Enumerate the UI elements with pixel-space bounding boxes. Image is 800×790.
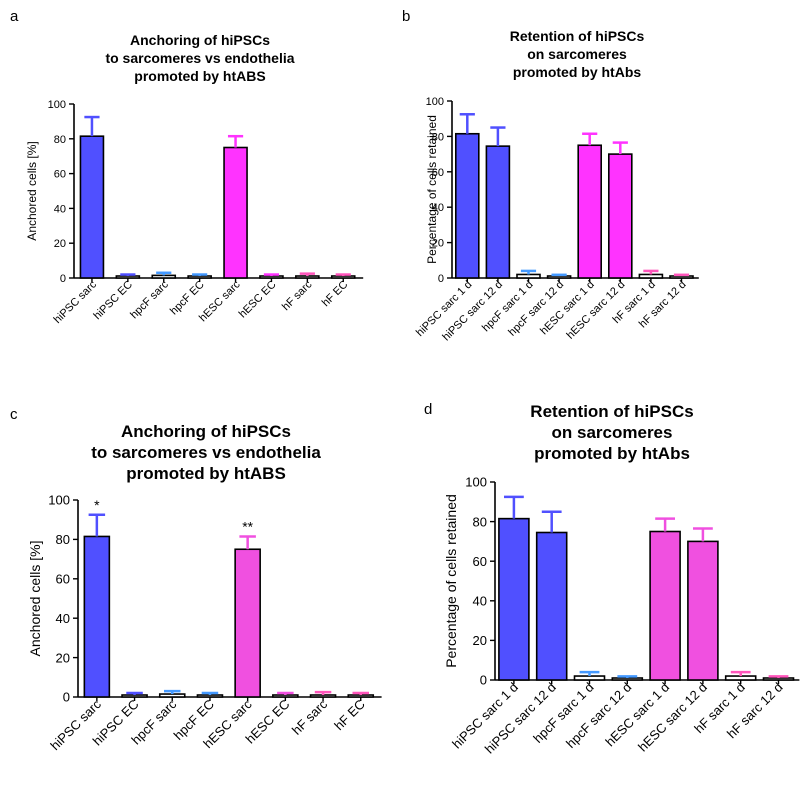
chart-panel-c: Anchoring of hiPSCs to sarcomeres vs endo… — [27, 422, 382, 753]
panel-letter-b: b — [402, 8, 410, 25]
x-tick-label: hF sarc — [280, 278, 315, 313]
bar — [577, 144, 603, 279]
y-tick-label: 60 — [473, 554, 487, 569]
panel-letter-d: d — [424, 401, 432, 418]
y-tick-label: 0 — [438, 273, 444, 285]
chart-title: promoted by htAbs — [534, 444, 690, 463]
y-tick-label: 80 — [473, 514, 487, 529]
y-axis-label: Anchored cells [%] — [25, 141, 39, 240]
x-tick-label: hF EC — [331, 697, 368, 734]
y-tick-label: 40 — [432, 202, 444, 214]
chart-title: Retention of hiPSCs — [530, 402, 693, 421]
x-tick-label: hpcF sarc — [128, 278, 171, 321]
y-tick-label: 0 — [60, 273, 66, 285]
chart-title: on sarcomeres — [527, 46, 627, 62]
chart-title: Anchoring of hiPSCs — [130, 32, 270, 48]
y-axis-label: Anchored cells [%] — [27, 541, 43, 657]
y-tick-label: 20 — [54, 238, 66, 250]
bar — [762, 677, 795, 681]
y-tick-label: 60 — [54, 169, 66, 181]
y-tick-label: 60 — [432, 167, 444, 179]
significance-label: ** — [242, 518, 253, 534]
bar — [607, 153, 633, 279]
chart-panel-d: Retention of hiPSCs on sarcomeres promoted… — [443, 402, 800, 757]
y-tick-label: 100 — [48, 99, 66, 111]
y-tick-label: 80 — [56, 532, 70, 547]
bar — [83, 535, 111, 698]
chart-title: to sarcomeres vs endothelia — [105, 50, 294, 66]
bar — [669, 275, 694, 279]
y-tick-label: 40 — [54, 203, 66, 215]
bar — [546, 275, 572, 279]
y-tick-label: 40 — [56, 611, 70, 626]
chart-title: to sarcomeres vs endothelia — [91, 443, 321, 462]
x-tick-label: hiPSC EC — [91, 279, 135, 323]
bar — [234, 548, 261, 698]
bar — [121, 694, 148, 698]
x-tick-label: hF EC — [320, 279, 351, 310]
y-tick-label: 20 — [56, 650, 70, 665]
bar — [498, 517, 530, 681]
bar — [485, 145, 511, 279]
bar — [611, 677, 644, 681]
x-tick-label: hESC sarc 1 d — [538, 279, 597, 338]
chart-title: Anchoring of hiPSCs — [121, 422, 291, 441]
bar — [295, 275, 320, 279]
bar — [649, 530, 681, 681]
y-tick-label: 100 — [426, 96, 444, 108]
y-axis-label: Percentage of cells retained — [425, 115, 439, 264]
x-tick-label: hpcF sarc 12 d — [563, 680, 634, 751]
y-axis-label: Percentage of cells retained — [443, 494, 459, 668]
y-tick-label: 60 — [56, 571, 70, 586]
chart-panel-b: Retention of hiPSCs on sarcomeres promoted… — [414, 28, 699, 343]
y-tick-label: 20 — [473, 633, 487, 648]
y-tick-label: 0 — [480, 673, 487, 688]
chart-panel-a: Anchoring of hiPSCs to sarcomeres vs endo… — [25, 32, 364, 326]
bar — [187, 275, 212, 279]
chart-title: on sarcomeres — [552, 423, 673, 442]
y-tick-label: 80 — [54, 134, 66, 146]
y-tick-label: 80 — [432, 131, 444, 143]
y-tick-label: 0 — [63, 690, 70, 705]
chart-title: promoted by htAbs — [513, 64, 642, 80]
x-tick-label: hiPSC sarc 1 d — [449, 680, 521, 752]
y-tick-label: 20 — [432, 238, 444, 250]
bar — [724, 675, 757, 681]
bar — [115, 275, 141, 279]
y-tick-label: 100 — [465, 475, 487, 490]
bar — [272, 694, 299, 698]
bar — [79, 135, 105, 279]
bar — [535, 531, 568, 681]
bar — [516, 273, 541, 279]
y-tick-label: 100 — [48, 493, 70, 508]
y-tick-label: 40 — [473, 593, 487, 608]
x-tick-label: hiPSC sarc — [52, 278, 100, 326]
bar — [196, 694, 224, 698]
bar — [330, 275, 356, 279]
bar — [259, 275, 284, 279]
bar — [573, 675, 606, 681]
chart-title: promoted by htABS — [126, 464, 286, 483]
panel-letter-c: c — [10, 406, 18, 423]
bar — [347, 694, 375, 698]
panel-letter-a: a — [10, 8, 19, 25]
chart-title: Retention of hiPSCs — [510, 28, 645, 44]
chart-title: promoted by htABS — [134, 68, 265, 84]
significance-label: * — [94, 497, 100, 513]
bar — [223, 146, 248, 279]
bar — [309, 694, 337, 698]
bar — [151, 274, 177, 279]
bar — [638, 273, 664, 279]
bar — [158, 693, 186, 698]
x-tick-label: hF sarc — [289, 696, 331, 738]
bar — [687, 540, 719, 681]
x-tick-label: hESC EC — [237, 279, 279, 321]
bar — [454, 132, 480, 279]
